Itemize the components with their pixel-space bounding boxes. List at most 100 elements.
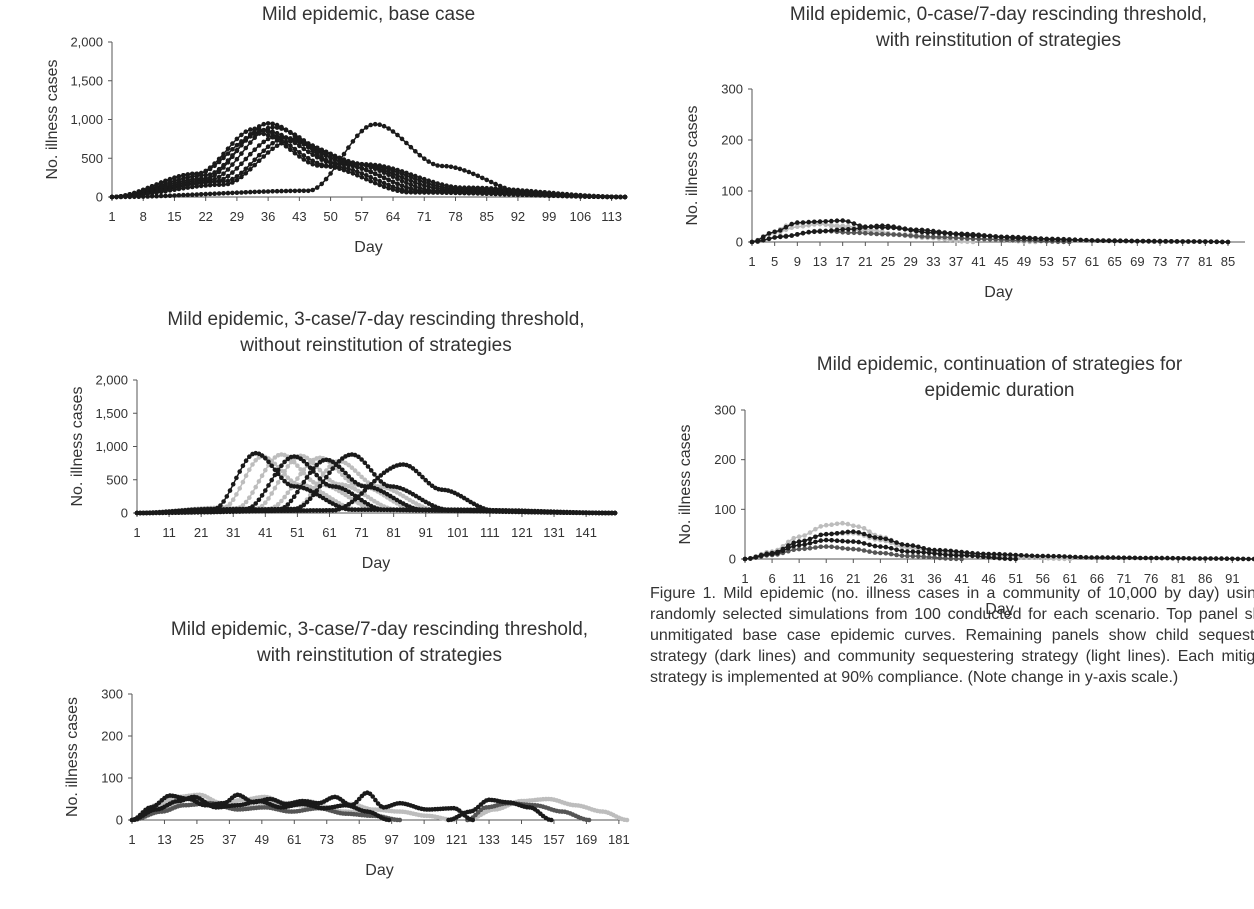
data-point <box>250 462 255 467</box>
data-point <box>834 218 840 223</box>
x-tick-label: 81 <box>1198 254 1212 269</box>
data-point <box>802 542 807 547</box>
data-point <box>372 176 378 182</box>
data-point <box>176 510 181 515</box>
data-point <box>430 190 436 195</box>
data-point <box>861 541 867 546</box>
chart-svg: Mild epidemic, 3-case/7-day rescinding t… <box>64 619 630 879</box>
data-point <box>337 166 342 171</box>
data-point <box>378 473 384 478</box>
x-tick-label: 66 <box>1090 571 1104 586</box>
data-point <box>471 508 477 513</box>
chart-svg: Mild epidemic, continuation of strategie… <box>677 354 1254 618</box>
data-point <box>386 182 391 188</box>
data-point <box>265 136 271 142</box>
data-point <box>163 178 168 184</box>
data-point <box>845 529 851 535</box>
data-point <box>515 189 521 195</box>
data-point <box>1163 238 1168 244</box>
chart-title-line: Mild epidemic, 0-case/7-day rescinding t… <box>790 4 1207 25</box>
data-point <box>533 191 539 197</box>
data-point <box>368 122 374 128</box>
data-point <box>354 799 359 805</box>
data-point <box>198 192 204 197</box>
data-point <box>145 194 150 199</box>
data-point <box>439 163 445 169</box>
data-point <box>270 189 275 194</box>
data-point <box>857 226 862 231</box>
data-point <box>1170 555 1176 561</box>
data-point <box>426 480 432 486</box>
series-dark-1 <box>129 794 392 823</box>
data-point <box>368 162 374 167</box>
data-point <box>1062 554 1067 559</box>
data-point <box>953 553 959 558</box>
data-point <box>395 176 400 182</box>
data-point <box>234 156 240 162</box>
x-tick-label: 106 <box>570 209 592 224</box>
data-point <box>959 556 964 562</box>
data-point <box>453 190 458 196</box>
data-point <box>157 510 162 516</box>
data-point <box>891 224 896 229</box>
data-point <box>248 189 253 195</box>
data-point <box>780 548 786 554</box>
y-tick-label: 2,000 <box>95 373 128 388</box>
data-point <box>413 180 418 185</box>
data-point <box>975 554 981 559</box>
x-tick-label: 91 <box>1225 571 1239 586</box>
data-point <box>796 534 802 539</box>
data-point <box>386 817 392 823</box>
data-point <box>1018 553 1024 558</box>
x-tick-label: 99 <box>542 209 556 224</box>
data-point <box>586 817 592 823</box>
data-point <box>272 507 278 512</box>
data-point <box>914 233 919 239</box>
data-point <box>1219 556 1224 561</box>
data-point <box>319 151 325 156</box>
data-point <box>812 229 817 235</box>
data-point <box>301 140 307 146</box>
data-point <box>462 168 467 173</box>
data-point <box>493 181 498 187</box>
data-point <box>263 500 268 505</box>
data-point <box>857 230 862 236</box>
data-point <box>198 509 204 514</box>
data-point <box>364 167 369 172</box>
data-point <box>234 148 240 154</box>
data-point <box>1148 555 1154 561</box>
data-point <box>256 497 262 503</box>
data-point <box>160 510 165 515</box>
data-point <box>243 156 249 162</box>
data-point <box>894 552 899 558</box>
data-point <box>1021 235 1027 240</box>
data-point <box>248 151 253 157</box>
data-point <box>908 233 913 238</box>
x-tick-label: 81 <box>386 525 400 540</box>
data-point <box>564 192 570 198</box>
x-tick-label: 1 <box>741 571 748 586</box>
x-tick-label: 61 <box>1063 571 1077 586</box>
data-point <box>408 172 414 177</box>
data-point <box>230 482 236 487</box>
data-point <box>288 129 293 135</box>
data-point <box>863 230 868 236</box>
data-point <box>936 234 942 240</box>
x-tick-label: 6 <box>768 571 775 586</box>
data-point <box>234 492 239 497</box>
data-point <box>529 509 534 514</box>
data-point <box>1027 235 1032 241</box>
data-point <box>365 464 371 469</box>
data-point <box>845 546 851 552</box>
data-point <box>430 161 436 167</box>
data-point <box>297 139 302 145</box>
chart-panel-3case-no-reinstitution: Mild epidemic, 3-case/7-day rescinding t… <box>0 305 640 580</box>
data-point <box>230 141 235 146</box>
data-point <box>218 508 223 514</box>
data-point <box>350 167 356 173</box>
x-tick-label: 57 <box>355 209 369 224</box>
data-point <box>926 550 932 556</box>
data-point <box>609 194 614 200</box>
data-point <box>545 509 550 515</box>
data-point <box>453 184 458 190</box>
